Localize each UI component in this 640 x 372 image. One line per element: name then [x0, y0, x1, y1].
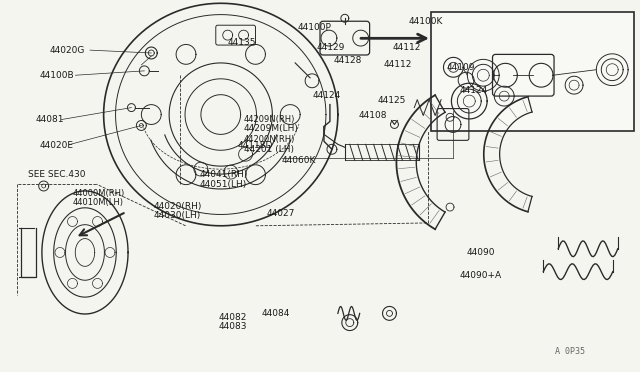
Bar: [431, 13, 634, 131]
Text: 44090: 44090: [466, 248, 495, 257]
Text: 44083: 44083: [218, 322, 247, 331]
Text: 44129: 44129: [317, 43, 345, 52]
Text: 44100B: 44100B: [39, 71, 74, 80]
Text: 44108: 44108: [358, 111, 387, 121]
Text: 44124: 44124: [460, 86, 488, 94]
Text: 44135: 44135: [228, 38, 257, 46]
Text: 44112: 44112: [383, 60, 412, 70]
Text: 44209M(LH): 44209M(LH): [244, 124, 299, 133]
Text: A 0P35: A 0P35: [555, 347, 585, 356]
Text: 44124: 44124: [312, 91, 340, 100]
Text: 44109: 44109: [447, 63, 476, 72]
Text: 44112: 44112: [392, 43, 420, 52]
Text: 44020(RH): 44020(RH): [154, 202, 202, 211]
Text: 44200N(RH): 44200N(RH): [244, 135, 295, 144]
Text: 44020E: 44020E: [39, 141, 73, 150]
Text: 44082: 44082: [218, 312, 247, 321]
Text: 44201 (LH): 44201 (LH): [244, 145, 294, 154]
Text: 44125: 44125: [377, 96, 406, 105]
Text: 44041(RH): 44041(RH): [199, 170, 248, 179]
Text: 44100K: 44100K: [409, 17, 444, 26]
Text: 44020G: 44020G: [50, 46, 85, 55]
Text: 44100P: 44100P: [298, 23, 332, 32]
Text: 44209N(RH): 44209N(RH): [244, 115, 295, 124]
Text: 44030(LH): 44030(LH): [154, 211, 201, 220]
Text: SEE SEC.430: SEE SEC.430: [28, 170, 85, 179]
Text: 44027: 44027: [267, 209, 295, 218]
Text: 44081: 44081: [35, 115, 64, 124]
Text: 44010M(LH): 44010M(LH): [72, 198, 124, 207]
Text: 44084: 44084: [262, 309, 290, 318]
Text: 44000M(RH): 44000M(RH): [72, 189, 125, 198]
Text: 44118D: 44118D: [237, 141, 273, 150]
Text: 44051(LH): 44051(LH): [199, 180, 246, 189]
Text: 44128: 44128: [334, 56, 362, 65]
Text: 44060K: 44060K: [282, 155, 316, 165]
Text: 44090+A: 44090+A: [460, 271, 502, 280]
